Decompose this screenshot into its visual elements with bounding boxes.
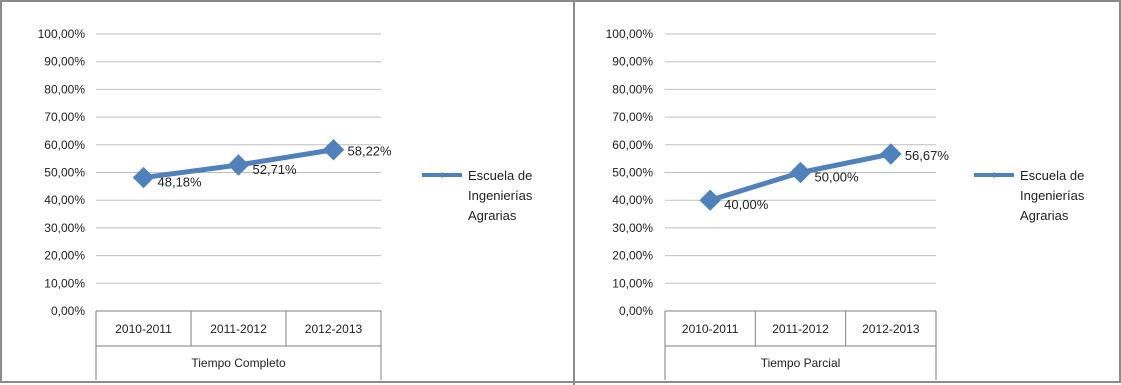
- data-point: [789, 161, 812, 184]
- y-tick-label: 90,00%: [612, 55, 653, 69]
- y-tick-label: 50,00%: [612, 166, 653, 180]
- legend-marker: [439, 172, 445, 178]
- y-tick-label: 30,00%: [612, 221, 653, 235]
- x-tick-label: 2012-2013: [305, 322, 363, 336]
- y-tick-label: 80,00%: [612, 82, 653, 96]
- y-tick-label: 30,00%: [44, 221, 85, 235]
- data-label: 48,18%: [158, 175, 203, 190]
- y-tick-label: 10,00%: [612, 276, 653, 290]
- y-tick-label: 40,00%: [612, 193, 653, 207]
- data-point: [322, 139, 345, 161]
- x-group-label: Tiempo Completo: [191, 356, 286, 370]
- legend-label: Agrarias: [1020, 208, 1069, 223]
- data-label: 52,71%: [253, 162, 298, 177]
- y-tick-label: 100,00%: [38, 27, 86, 41]
- y-tick-label: 20,00%: [44, 249, 85, 263]
- y-tick-label: 60,00%: [612, 138, 653, 152]
- legend-label: Agrarias: [468, 208, 517, 223]
- x-tick-label: 2011-2012: [210, 322, 267, 336]
- chart-tiempo-completo: 0,00% 10,00% 20,00% 30,00% 40,00% 50,00% 60,00…: [38, 27, 533, 380]
- legend-label: Escuela de: [1020, 168, 1084, 183]
- data-point: [132, 166, 155, 189]
- data-label: 56,67%: [905, 148, 950, 163]
- panel-divider: [573, 2, 575, 385]
- data-label: 40,00%: [724, 197, 769, 212]
- y-tick-label: 0,00%: [619, 304, 653, 318]
- data-point: [227, 154, 250, 176]
- y-tick-label: 70,00%: [44, 110, 85, 124]
- y-tick-label: 40,00%: [44, 193, 85, 207]
- y-tick-label: 20,00%: [612, 249, 653, 263]
- y-tick-label: 100,00%: [606, 27, 654, 41]
- y-tick-label: 50,00%: [44, 166, 85, 180]
- y-tick-label: 10,00%: [44, 276, 85, 290]
- y-tick-label: 90,00%: [44, 55, 85, 69]
- y-tick-label: 0,00%: [51, 304, 85, 318]
- x-tick-label: 2011-2012: [772, 322, 829, 336]
- y-tick-label: 80,00%: [44, 82, 85, 96]
- y-tick-label: 70,00%: [612, 110, 653, 124]
- legend-label: Ingenierías: [1020, 188, 1085, 203]
- data-point: [880, 143, 902, 165]
- legend-label: Escuela de: [468, 168, 532, 183]
- x-tick-label: 2012-2013: [862, 322, 920, 336]
- data-label: 50,00%: [815, 170, 860, 185]
- legend-label: Ingenierías: [468, 188, 533, 203]
- legend-marker: [991, 172, 997, 178]
- data-label: 58,22%: [348, 144, 393, 159]
- chart-tiempo-parcial: 0,00% 10,00% 20,00% 30,00% 40,00% 50,00% 60,00…: [606, 27, 1085, 380]
- x-tick-label: 2010-2011: [682, 322, 739, 336]
- x-group-label: Tiempo Parcial: [761, 356, 841, 370]
- x-tick-label: 2010-2011: [115, 322, 172, 336]
- y-tick-label: 60,00%: [44, 138, 85, 152]
- data-point: [699, 189, 721, 211]
